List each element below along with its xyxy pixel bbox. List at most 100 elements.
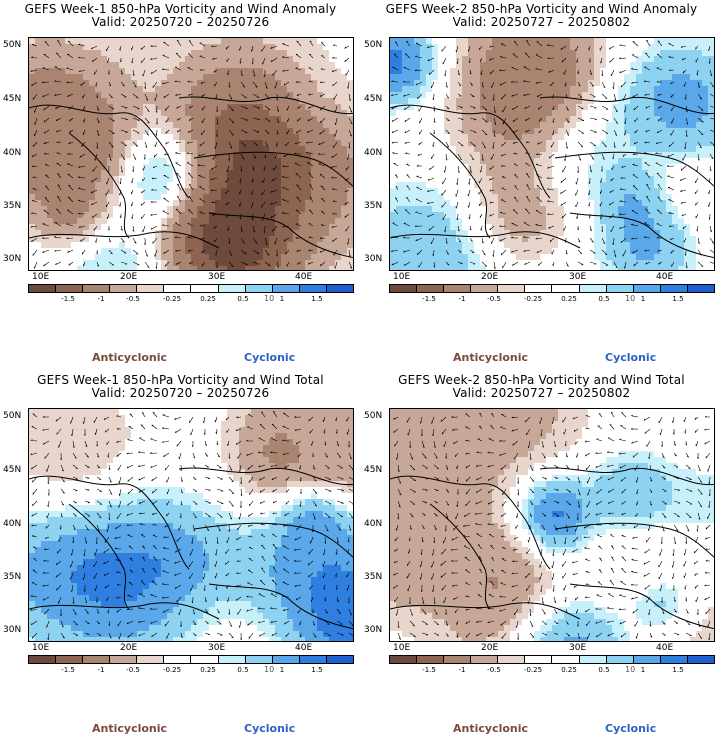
anticyclonic-label: Anticyclonic — [92, 722, 168, 735]
latitude-label: 30N — [3, 625, 22, 635]
colorbar-label: -0.5 — [487, 295, 501, 303]
colorbar-swatch — [83, 656, 111, 663]
longitude-label: 30E — [208, 643, 226, 653]
colorbar-swatch — [633, 656, 661, 663]
colorbar-label: -0.5 — [126, 295, 140, 303]
anticyclonic-label: Anticyclonic — [453, 722, 529, 735]
colorbar-label: -0.5 — [126, 666, 140, 674]
map-canvas — [29, 38, 353, 270]
latitude-label: 35N — [3, 201, 22, 211]
longitude-label: 40E — [295, 272, 313, 282]
colorbar-label: -1.5 — [61, 666, 75, 674]
colorbar-swatch — [245, 285, 273, 292]
panel-week2-total: GEFS Week-2 850-hPa Vorticity and Wind T… — [361, 371, 722, 742]
colorbar-label: 0.5 — [237, 295, 249, 303]
colorbar-label: -0.25 — [162, 295, 182, 303]
colorbar-label: -1 — [97, 666, 105, 674]
colorbar-swatch — [687, 285, 714, 292]
longitude-label: 10E — [32, 643, 50, 653]
latitude-label: 35N — [364, 572, 383, 582]
colorbar-swatch — [137, 656, 165, 663]
colorbar-swatch — [110, 285, 138, 292]
colorbar-unit-marker: 10 — [625, 294, 636, 303]
panel-title: GEFS Week-1 850-hPa Vorticity and Wind T… — [37, 373, 324, 387]
colorbar-label: -1 — [458, 666, 466, 674]
vorticity-map — [389, 408, 715, 642]
colorbar-swatch — [245, 656, 273, 663]
colorbar-swatch — [56, 656, 84, 663]
colorbar-label: 0.25 — [561, 666, 577, 674]
colorbar-swatch — [326, 656, 353, 663]
latitude-label: 50N — [364, 40, 383, 50]
colorbar-unit-marker: 10 — [625, 665, 636, 674]
colorbar-label: -1.5 — [422, 295, 436, 303]
colorbar-swatch — [326, 285, 353, 292]
latitude-label: 50N — [3, 411, 22, 421]
colorbar-swatch — [299, 285, 327, 292]
vorticity-map — [28, 408, 354, 642]
colorbar-swatch — [191, 285, 219, 292]
colorbar-unit-marker: 10 — [264, 665, 275, 674]
colorbar-swatch — [498, 285, 526, 292]
colorbar-swatch — [444, 285, 472, 292]
colorbar-label: -1.5 — [61, 295, 75, 303]
colorbar-swatch — [272, 285, 300, 292]
panel-valid-dates: Valid: 20250727 – 20250802 — [452, 15, 631, 29]
colorbar-unit-marker: 10 — [264, 294, 275, 303]
map-canvas — [29, 409, 353, 641]
colorbar-swatch — [579, 656, 607, 663]
longitude-label: 20E — [120, 272, 138, 282]
colorbar-label: 1 — [279, 295, 285, 303]
colorbar-swatch — [660, 656, 688, 663]
vorticity-map — [389, 37, 715, 271]
panel-valid-dates: Valid: 20250720 – 20250726 — [91, 15, 270, 29]
panel-week1-anomaly: GEFS Week-1 850-hPa Vorticity and Wind A… — [0, 0, 361, 371]
cyclonic-label: Cyclonic — [605, 722, 657, 735]
colorbar-swatch — [606, 656, 634, 663]
latitude-label: 40N — [364, 148, 383, 158]
latitude-label: 40N — [3, 519, 22, 529]
colorbar — [28, 284, 354, 293]
latitude-label: 30N — [364, 254, 383, 264]
colorbar-swatch — [417, 656, 445, 663]
latitude-label: 30N — [3, 254, 22, 264]
colorbar-swatch — [29, 285, 57, 292]
longitude-label: 10E — [393, 272, 411, 282]
colorbar-label: 0.5 — [237, 666, 249, 674]
latitude-label: 45N — [364, 465, 383, 475]
colorbar-swatch — [83, 285, 111, 292]
colorbar-label: 1.5 — [311, 666, 323, 674]
colorbar-swatch — [299, 656, 327, 663]
colorbar-swatch — [579, 285, 607, 292]
longitude-label: 10E — [32, 272, 50, 282]
panel-week2-anomaly: GEFS Week-2 850-hPa Vorticity and Wind A… — [361, 0, 722, 371]
latitude-label: 50N — [3, 40, 22, 50]
colorbar-swatch — [525, 656, 553, 663]
colorbar-label: 0.25 — [200, 295, 216, 303]
colorbar-swatch — [390, 656, 418, 663]
colorbar-swatch — [687, 656, 714, 663]
colorbar — [28, 655, 354, 664]
latitude-label: 40N — [364, 519, 383, 529]
anticyclonic-label: Anticyclonic — [453, 351, 529, 364]
colorbar-swatch — [471, 285, 499, 292]
latitude-label: 45N — [3, 465, 22, 475]
anticyclonic-label: Anticyclonic — [92, 351, 168, 364]
panel-title: GEFS Week-2 850-hPa Vorticity and Wind A… — [385, 2, 698, 16]
cyclonic-label: Cyclonic — [244, 722, 296, 735]
latitude-label: 40N — [3, 148, 22, 158]
colorbar-label: -0.25 — [162, 666, 182, 674]
latitude-label: 35N — [3, 572, 22, 582]
colorbar-label: 1 — [640, 666, 646, 674]
longitude-label: 30E — [569, 272, 587, 282]
colorbar-label: -1 — [458, 295, 466, 303]
colorbar-label: 0.25 — [200, 666, 216, 674]
colorbar-label: -0.25 — [523, 666, 543, 674]
latitude-label: 45N — [364, 94, 383, 104]
colorbar-label: 1.5 — [672, 666, 684, 674]
cyclonic-label: Cyclonic — [244, 351, 296, 364]
longitude-label: 30E — [208, 272, 226, 282]
colorbar-swatch — [137, 285, 165, 292]
colorbar-swatch — [164, 285, 192, 292]
panel-valid-dates: Valid: 20250720 – 20250726 — [91, 386, 270, 400]
